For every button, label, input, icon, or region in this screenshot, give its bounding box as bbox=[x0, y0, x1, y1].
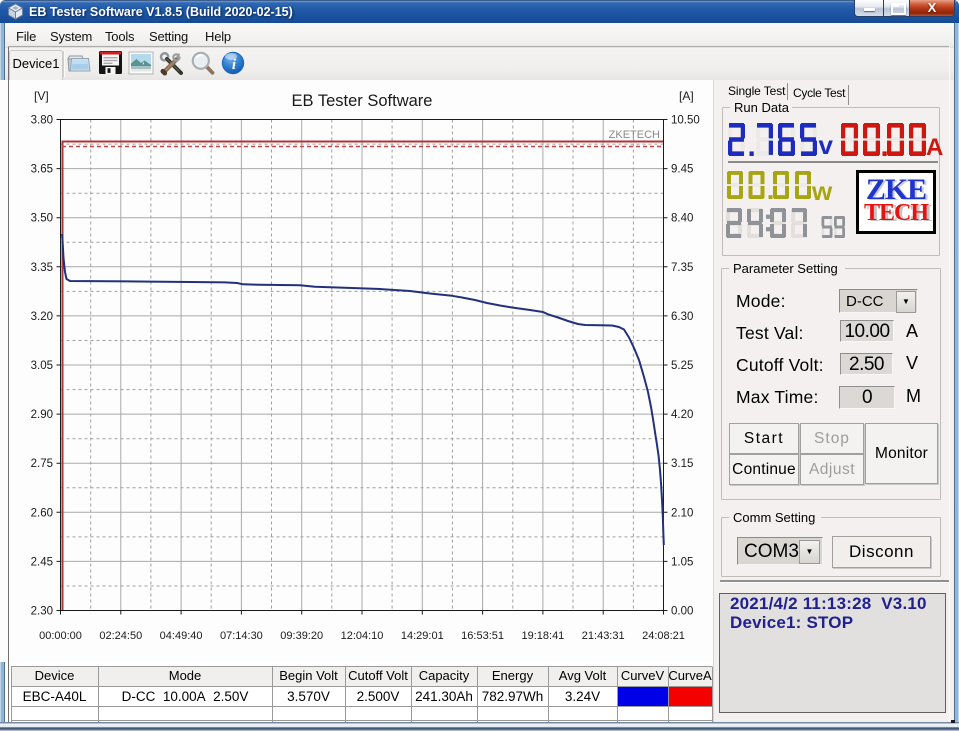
svg-text:2.30: 2.30 bbox=[31, 606, 53, 618]
svg-text:241.30Ah: 241.30Ah bbox=[415, 689, 473, 704]
svg-text:5.25: 5.25 bbox=[671, 360, 693, 372]
svg-text:04:49:40: 04:49:40 bbox=[160, 630, 203, 642]
svg-text:EB Tester Software: EB Tester Software bbox=[292, 92, 433, 110]
svg-text:3.80: 3.80 bbox=[31, 115, 53, 127]
svg-text:3.20: 3.20 bbox=[31, 311, 53, 323]
svg-text:21:43:31: 21:43:31 bbox=[582, 630, 625, 642]
svg-text:Mode: Mode bbox=[169, 668, 202, 683]
svg-text:0.00: 0.00 bbox=[671, 606, 693, 618]
svg-text:CurveA: CurveA bbox=[668, 668, 712, 683]
svg-text:782.97Wh: 782.97Wh bbox=[482, 689, 544, 704]
svg-text:3.65: 3.65 bbox=[31, 164, 53, 176]
svg-text:Begin Volt: Begin Volt bbox=[279, 668, 338, 683]
svg-text:24:08:21: 24:08:21 bbox=[642, 630, 685, 642]
svg-text:02:24:50: 02:24:50 bbox=[99, 630, 142, 642]
svg-text:3.50: 3.50 bbox=[31, 213, 53, 225]
svg-text:2.90: 2.90 bbox=[31, 409, 53, 421]
svg-text:8.40: 8.40 bbox=[671, 213, 693, 225]
svg-text:3.24V: 3.24V bbox=[565, 689, 600, 704]
svg-text:4.20: 4.20 bbox=[671, 409, 693, 421]
svg-text:[A]: [A] bbox=[679, 89, 694, 103]
svg-text:7.35: 7.35 bbox=[671, 262, 693, 274]
svg-text:00:00:00: 00:00:00 bbox=[39, 630, 82, 642]
svg-text:w: w bbox=[811, 176, 833, 206]
svg-text:Avg Volt: Avg Volt bbox=[559, 668, 607, 683]
svg-text:Energy: Energy bbox=[492, 668, 534, 683]
svg-text:07:14:30: 07:14:30 bbox=[220, 630, 263, 642]
svg-text:CurveV: CurveV bbox=[621, 668, 665, 683]
svg-text:v: v bbox=[819, 130, 834, 160]
svg-text:9.45: 9.45 bbox=[671, 164, 693, 176]
svg-text:3.570V: 3.570V bbox=[287, 689, 330, 704]
svg-text:Device: Device bbox=[35, 668, 75, 683]
svg-text:[V]: [V] bbox=[34, 89, 49, 103]
svg-text:A: A bbox=[926, 134, 943, 161]
svg-text:2.60: 2.60 bbox=[31, 507, 53, 519]
svg-text:6.30: 6.30 bbox=[671, 311, 693, 323]
svg-text:12:04:10: 12:04:10 bbox=[341, 630, 384, 642]
svg-text:2.75: 2.75 bbox=[31, 458, 53, 470]
svg-text:ZKETECH: ZKETECH bbox=[609, 129, 660, 141]
svg-text:10.50: 10.50 bbox=[671, 115, 700, 127]
svg-text:1.05: 1.05 bbox=[671, 556, 693, 568]
svg-text:16:53:51: 16:53:51 bbox=[461, 630, 504, 642]
svg-text:09:39:20: 09:39:20 bbox=[280, 630, 323, 642]
svg-text:2.500V: 2.500V bbox=[357, 689, 400, 704]
svg-text:19:18:41: 19:18:41 bbox=[521, 630, 564, 642]
svg-text:3.15: 3.15 bbox=[671, 458, 693, 470]
svg-text:Cutoff Volt: Cutoff Volt bbox=[348, 668, 408, 683]
svg-text:D-CC 10.00A 2.50V: D-CC 10.00A 2.50V bbox=[122, 689, 249, 704]
svg-text:Capacity: Capacity bbox=[419, 668, 470, 683]
svg-text:3.05: 3.05 bbox=[31, 360, 53, 372]
svg-text:2.45: 2.45 bbox=[31, 556, 53, 568]
svg-text:14:29:01: 14:29:01 bbox=[401, 630, 444, 642]
svg-text:3.35: 3.35 bbox=[31, 262, 53, 274]
svg-text:i: i bbox=[232, 57, 237, 73]
svg-text:2.10: 2.10 bbox=[671, 507, 693, 519]
svg-text:EBC-A40L: EBC-A40L bbox=[23, 689, 87, 704]
